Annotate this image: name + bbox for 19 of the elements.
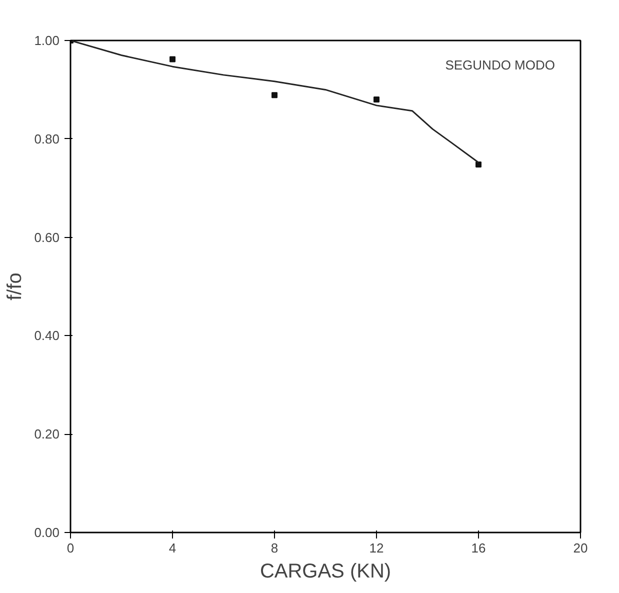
y-tick-label: 1.00 bbox=[34, 33, 60, 48]
y-tick-label: 0.20 bbox=[34, 426, 60, 442]
x-tick-label: 20 bbox=[573, 540, 588, 556]
y-tick-label: 0.60 bbox=[34, 230, 60, 245]
x-axis-title: CARGAS (KN) bbox=[260, 560, 392, 582]
annotation: SEGUNDO MODO bbox=[445, 57, 556, 72]
point bbox=[272, 92, 278, 98]
y-tick-label: 0.80 bbox=[34, 131, 60, 146]
x-tick-label: 0 bbox=[66, 540, 74, 556]
point bbox=[170, 56, 176, 62]
x-tick-label: 4 bbox=[168, 540, 176, 556]
x-tick-label: 12 bbox=[369, 540, 384, 556]
y-tick-label: 0.00 bbox=[34, 525, 60, 540]
y-tick-label: 0.40 bbox=[34, 328, 60, 344]
point bbox=[476, 161, 482, 168]
y-axis-title: f/fo bbox=[4, 272, 26, 300]
x-tick-label: 16 bbox=[471, 540, 486, 556]
point bbox=[374, 96, 380, 103]
x-tick-label: 8 bbox=[270, 540, 278, 556]
